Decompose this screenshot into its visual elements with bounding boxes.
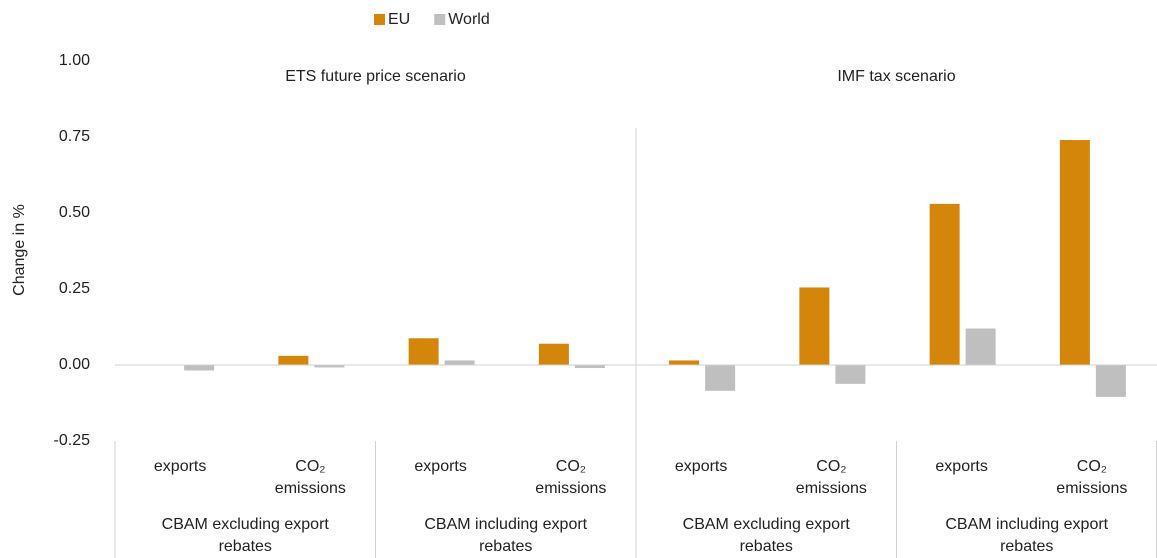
bar [1095, 365, 1126, 397]
legend-label: EU [388, 11, 410, 28]
bar [278, 355, 309, 365]
y-tick-label: 0.25 [59, 280, 90, 297]
legend-swatch [434, 14, 446, 25]
bar [669, 360, 700, 365]
x-tick-label: CO₂ emissions [535, 458, 607, 497]
x-tick-label: exports [414, 458, 467, 475]
y-tick-label: 0.50 [59, 204, 90, 221]
bar [965, 328, 996, 365]
bar [314, 365, 345, 368]
y-axis-label: Change in % [11, 204, 28, 296]
bar [408, 338, 439, 365]
bar [835, 365, 866, 384]
x-tick-label: CO₂ emissions [1056, 458, 1128, 497]
bar [574, 365, 605, 369]
x-tick-label: exports [674, 458, 728, 475]
group-label: CBAM excluding export rebates [682, 516, 850, 555]
x-tick-label: CO₂ emissions [274, 458, 346, 497]
bar [929, 203, 960, 365]
x-tick-label: exports [935, 458, 988, 475]
y-tick-label: 0.75 [59, 128, 90, 145]
group-label: CBAM including export rebates [945, 516, 1109, 555]
bar [538, 343, 569, 365]
group-label: CBAM including export rebates [424, 516, 588, 555]
x-tick-label: exports [153, 458, 207, 475]
y-tick-label: 0.00 [59, 356, 90, 373]
bar [1059, 140, 1090, 365]
y-tick-label: 1.00 [59, 52, 90, 69]
x-tick-label: CO₂ emissions [795, 458, 867, 497]
scenario-label: IMF tax scenario [837, 68, 956, 85]
legend-swatch [374, 14, 385, 25]
bar [444, 360, 475, 365]
legend-label: World [448, 11, 490, 28]
group-label: CBAM excluding export rebates [161, 516, 329, 555]
bar [799, 287, 830, 365]
bar [184, 365, 215, 371]
scenario-label: ETS future price scenario [285, 68, 466, 85]
y-tick-label: -0.25 [54, 432, 91, 449]
bar [705, 365, 736, 391]
